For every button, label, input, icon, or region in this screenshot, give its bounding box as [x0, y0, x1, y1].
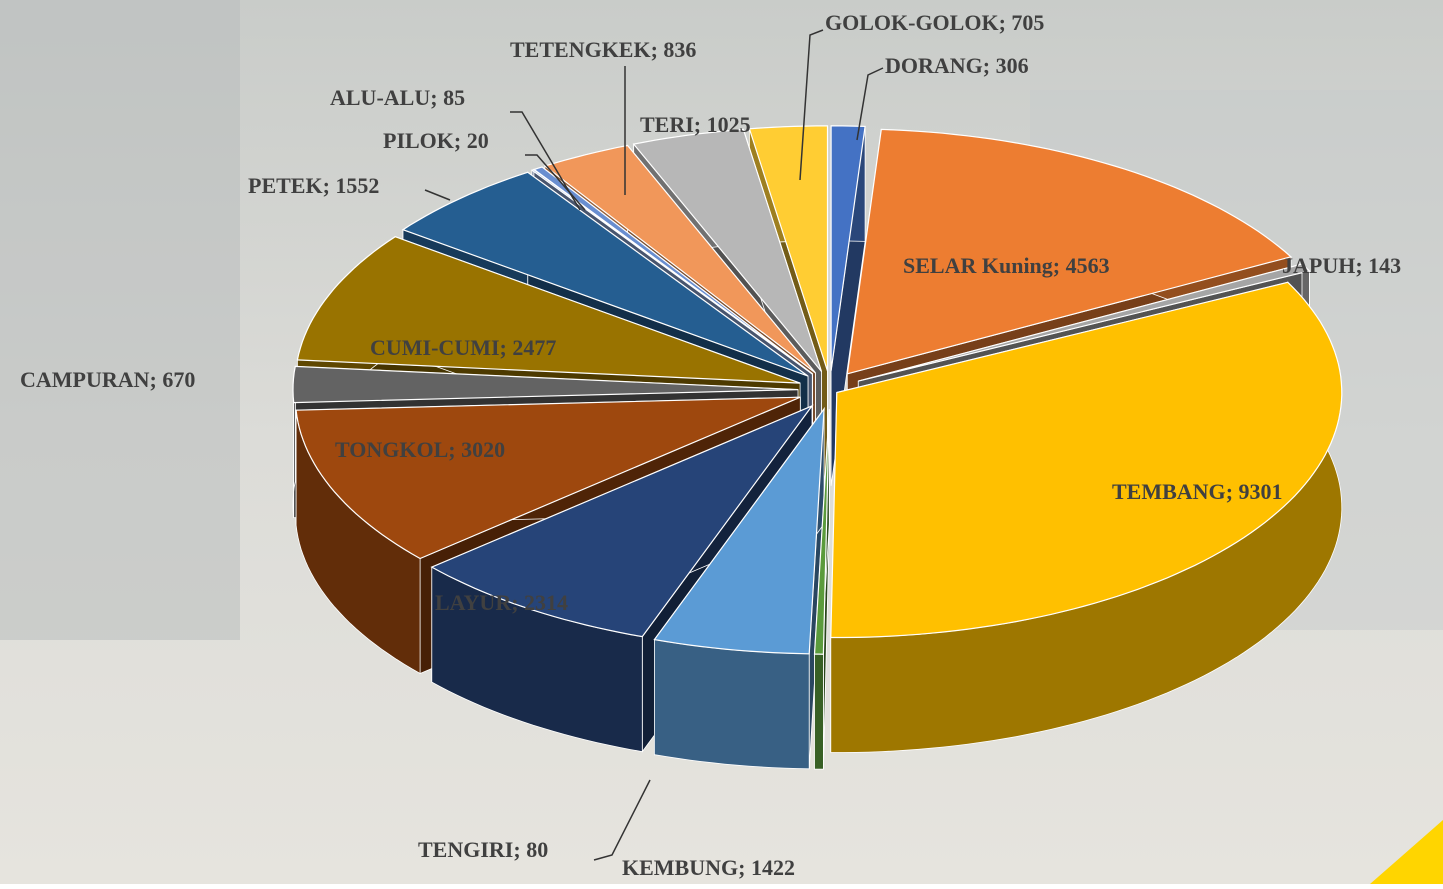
data-label: SELAR Kuning; 4563 [903, 253, 1110, 278]
data-label: TENGIRI; 80 [418, 837, 548, 862]
data-label: CUMI-CUMI; 2477 [370, 335, 556, 360]
label-separator: ; [999, 10, 1012, 35]
label-value: 20 [467, 128, 489, 153]
label-category: TERI [640, 112, 694, 137]
label-category: TETENGKEK [510, 37, 651, 62]
label-value: 2314 [524, 590, 568, 615]
data-label: PETEK; 1552 [248, 173, 379, 198]
data-label: DORANG; 306 [885, 53, 1029, 78]
label-separator: ; [1053, 253, 1066, 278]
label-value: 85 [443, 85, 465, 110]
label-category: TEMBANG [1112, 479, 1226, 504]
label-category: JAPUH [1282, 253, 1355, 278]
label-separator: ; [651, 37, 664, 62]
label-category: PILOK [383, 128, 454, 153]
label-separator: ; [323, 173, 336, 198]
label-separator: ; [430, 85, 443, 110]
label-separator: ; [738, 855, 751, 880]
data-label: ALU-ALU; 85 [330, 85, 465, 110]
label-separator: ; [1355, 253, 1368, 278]
label-category: CAMPURAN [20, 367, 150, 392]
label-category: PETEK [248, 173, 323, 198]
label-value: 705 [1011, 10, 1044, 35]
data-label: KEMBUNG; 1422 [622, 855, 795, 880]
label-value: 306 [996, 53, 1029, 78]
label-value: 670 [162, 367, 195, 392]
label-separator: ; [454, 128, 467, 153]
data-label: PILOK; 20 [383, 128, 489, 153]
chart: DORANG; 306 SELAR Kuning; 4563 JAPUH; 143 T… [0, 0, 1443, 884]
label-category: TENGIRI [418, 837, 513, 862]
label-value: 1552 [335, 173, 379, 198]
slice-wall [654, 640, 809, 769]
label-category: ALU-ALU [330, 85, 430, 110]
data-label: TONGKOL; 3020 [335, 437, 505, 462]
label-category: SELAR Kuning [903, 253, 1053, 278]
label-separator: ; [500, 335, 513, 360]
label-category: GOLOK-GOLOK [825, 10, 999, 35]
label-value: 836 [663, 37, 696, 62]
label-category: CUMI-CUMI [370, 335, 500, 360]
data-label: JAPUH; 143 [1282, 253, 1401, 278]
label-value: 143 [1368, 253, 1401, 278]
label-category: TONGKOL [335, 437, 448, 462]
label-value: 1025 [707, 112, 751, 137]
label-value: 4563 [1066, 253, 1110, 278]
data-label: LAYUR; 2314 [435, 590, 568, 615]
data-label: TETENGKEK; 836 [510, 37, 696, 62]
label-separator: ; [448, 437, 461, 462]
label-category: DORANG [885, 53, 983, 78]
label-separator: ; [983, 53, 996, 78]
label-category: LAYUR [435, 590, 512, 615]
label-value: 80 [526, 837, 548, 862]
building [0, 0, 240, 640]
label-value: 1422 [751, 855, 795, 880]
slice-wall [815, 654, 824, 769]
label-separator: ; [150, 367, 163, 392]
data-label: TERI; 1025 [640, 112, 751, 137]
label-value: 2477 [512, 335, 556, 360]
label-category: KEMBUNG [622, 855, 738, 880]
data-label: CAMPURAN; 670 [20, 367, 195, 392]
data-label: TEMBANG; 9301 [1112, 479, 1283, 504]
label-separator: ; [1226, 479, 1239, 504]
label-separator: ; [511, 590, 524, 615]
data-label: GOLOK-GOLOK; 705 [825, 10, 1044, 35]
label-value: 3020 [461, 437, 505, 462]
label-value: 9301 [1239, 479, 1283, 504]
label-separator: ; [694, 112, 707, 137]
label-separator: ; [513, 837, 526, 862]
